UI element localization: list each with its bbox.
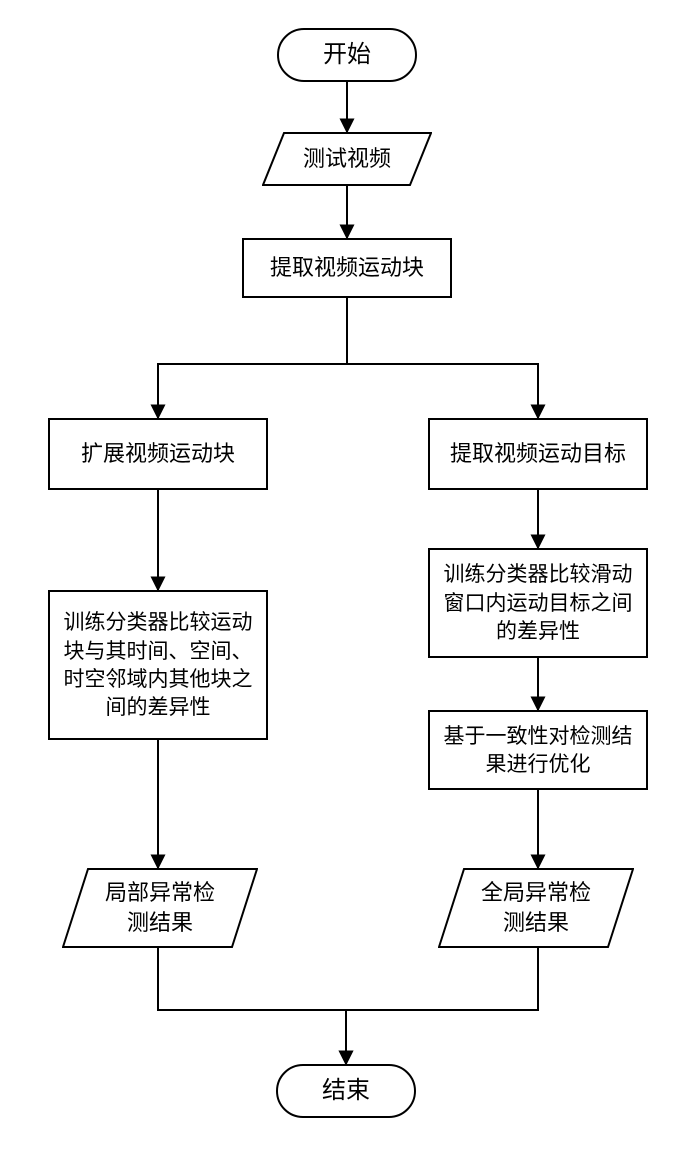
start-node: 开始 xyxy=(277,28,417,82)
extract-label: 提取视频运动块 xyxy=(260,247,434,289)
end-node: 结束 xyxy=(276,1064,416,1118)
left-expand-node: 扩展视频运动块 xyxy=(48,418,268,490)
edge-extract-to-right1 xyxy=(347,298,538,418)
right-output-label: 全局异常检 测结果 xyxy=(471,872,601,943)
extract-node: 提取视频运动块 xyxy=(242,238,452,298)
right-output-node: 全局异常检 测结果 xyxy=(438,868,634,948)
left-output-node: 局部异常检 测结果 xyxy=(62,868,258,948)
input-label: 测试视频 xyxy=(293,138,401,180)
right-optimize-node: 基于一致性对检测结果进行优化 xyxy=(428,710,648,790)
right-extract-target-node: 提取视频运动目标 xyxy=(428,418,648,490)
input-node: 测试视频 xyxy=(262,132,432,186)
right-train-node: 训练分类器比较滑动窗口内运动目标之间的差异性 xyxy=(428,548,648,658)
edge-rightOut-to-end xyxy=(346,948,538,1064)
end-label: 结束 xyxy=(312,1069,380,1113)
left-expand-label: 扩展视频运动块 xyxy=(71,433,245,475)
left-train-label: 训练分类器比较运动块与其时间、空间、时空邻域内其他块之间的差异性 xyxy=(50,602,266,727)
right-train-label: 训练分类器比较滑动窗口内运动目标之间的差异性 xyxy=(430,554,646,651)
edge-extract-to-left1 xyxy=(158,298,347,418)
right-optimize-label: 基于一致性对检测结果进行优化 xyxy=(430,716,646,785)
start-label: 开始 xyxy=(313,33,381,77)
edge-leftOut-to-end xyxy=(158,948,346,1064)
right-extract-target-label: 提取视频运动目标 xyxy=(440,433,636,475)
left-output-label: 局部异常检 测结果 xyxy=(95,872,225,943)
left-train-node: 训练分类器比较运动块与其时间、空间、时空邻域内其他块之间的差异性 xyxy=(48,590,268,740)
